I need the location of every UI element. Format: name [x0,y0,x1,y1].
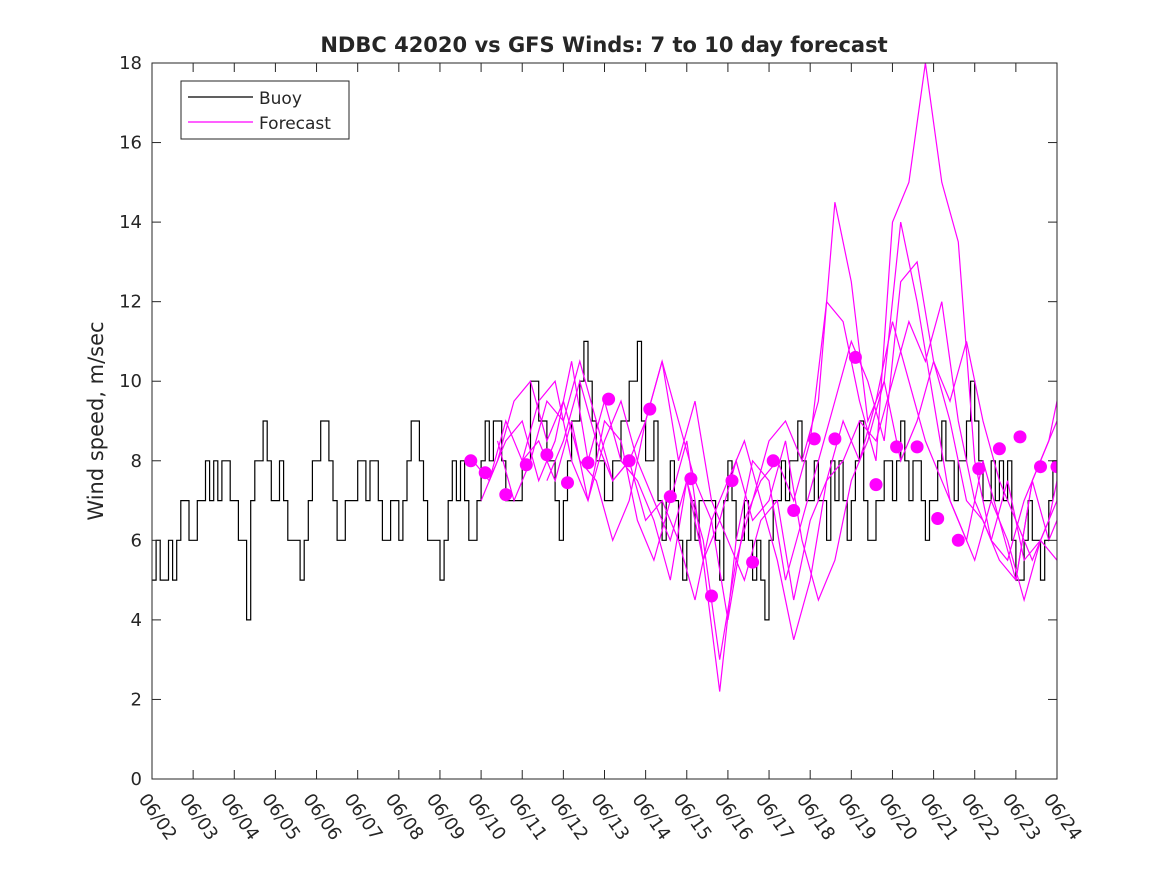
x-tick-label: 06/13 [586,790,633,845]
forecast-series-line-2 [480,63,1057,620]
forecast-marker-point [561,476,574,490]
x-tick-label: 06/02 [134,790,181,845]
y-tick-label: 10 [119,371,142,392]
forecast-marker-point [602,392,616,406]
legend: Buoy Forecast [180,80,350,140]
y-tick-label: 14 [119,212,142,233]
forecast-marker-point [499,488,513,502]
buoy-series-line [152,340,1057,621]
x-tick-label: 06/21 [915,790,962,845]
forecast-marker-point [663,490,677,504]
forecast-series-line-6 [546,301,1057,601]
forecast-marker-point [746,555,760,569]
forecast-marker-point [464,454,478,468]
x-tick-label: 06/14 [628,790,675,845]
forecast-series-line-3 [488,260,1057,692]
x-tick-label: 06/19 [833,790,880,845]
forecast-marker-point [787,504,801,517]
x-tick-label: 06/12 [545,790,592,845]
forecast-marker-point [766,454,780,468]
forecast-marker-point [890,440,904,454]
legend-box [180,80,350,140]
chart-title: NDBC 42020 vs GFS Winds: 7 to 10 day for… [320,33,887,57]
y-axis-label: Wind speed, m/sec [84,321,108,520]
x-tick-label: 06/17 [751,790,798,845]
forecast-series-line-5 [521,341,1057,602]
x-tick-label: 06/23 [998,790,1045,845]
forecast-marker-point [1050,460,1057,474]
forecast-marker-point [972,462,986,476]
forecast-marker-point [684,472,698,486]
forecast-marker-point [807,432,821,446]
x-tick-label: 06/07 [340,790,387,845]
x-tick-label: 06/09 [422,790,469,845]
x-tick-label: 06/16 [710,790,757,845]
y-tick-label: 18 [119,53,142,74]
y-tick-label: 2 [131,689,142,710]
y-tick-label: 4 [131,610,142,631]
forecast-marker-point [910,440,924,454]
forecast-marker-point [478,466,492,480]
y-tick-label: 16 [119,133,142,154]
x-tick-label: 06/03 [175,790,222,845]
x-tick-label: 06/04 [216,790,263,845]
forecast-marker-point [1034,460,1047,474]
forecast-marker-point [1013,430,1027,444]
forecast-marker-point [705,589,718,603]
x-tick-label: 06/24 [1039,790,1086,845]
x-tick-label: 06/08 [381,790,428,845]
legend-buoy-label: Buoy [259,89,302,109]
forecast-marker-point [725,474,739,488]
x-tick-label: 06/15 [669,790,716,845]
y-tick-label: 6 [131,530,142,551]
x-tick-label: 06/06 [298,790,345,845]
forecast-marker-point [643,402,657,416]
forecast-marker-point [951,533,965,547]
x-tick-label: 06/18 [792,790,839,845]
plot-area [152,63,1057,692]
forecast-marker-point [581,456,595,470]
forecast-marker-point [828,432,842,446]
forecast-marker-point [540,448,554,462]
y-tick-label: 12 [119,292,142,313]
forecast-marker-point [992,442,1006,456]
legend-forecast-label: Forecast [259,114,331,134]
x-tick-label: 06/20 [874,790,921,845]
x-tick-label: 06/10 [463,790,510,845]
y-tick-label: 0 [131,769,142,790]
forecast-marker-point [848,350,862,364]
forecast-marker-point [931,512,945,525]
x-tick-label: 06/11 [504,790,551,845]
x-tick-label: 06/22 [957,790,1004,845]
forecast-marker-point [869,478,883,492]
y-tick-label: 8 [131,451,142,472]
forecast-marker-point [519,458,533,472]
x-tick-label: 06/05 [257,790,304,845]
forecast-series-line-4 [496,321,1057,640]
plot-content [152,63,1057,692]
forecast-marker-point [622,454,636,468]
